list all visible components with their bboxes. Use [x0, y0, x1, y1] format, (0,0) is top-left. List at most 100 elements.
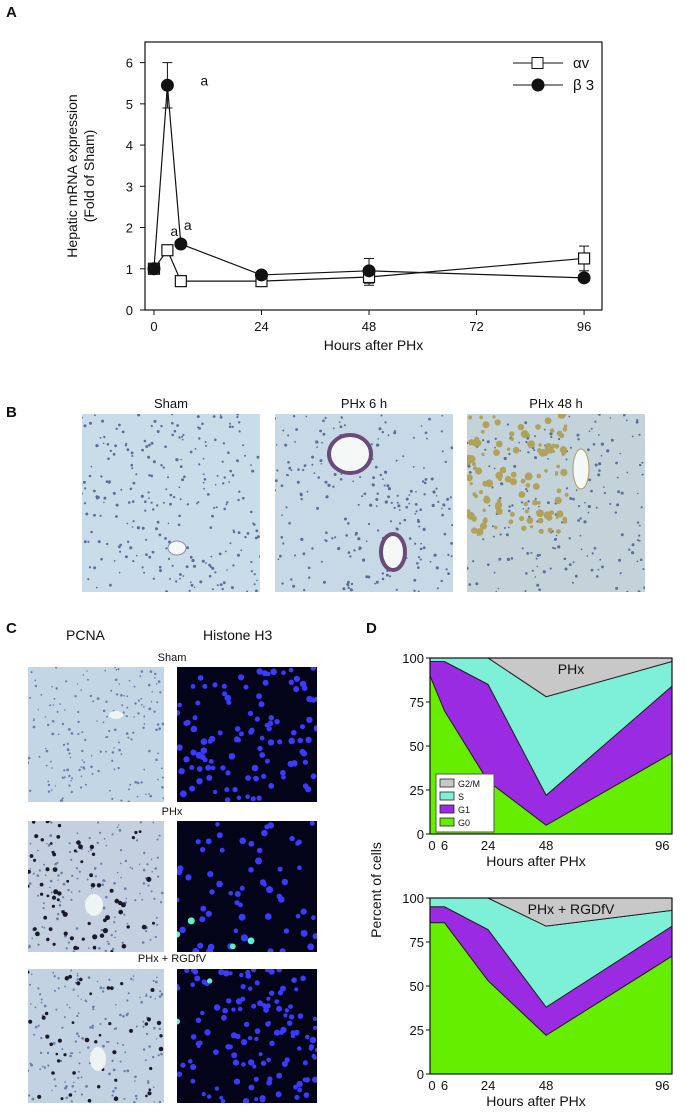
panel-a-xtick-label: 48: [362, 319, 376, 334]
cell-nucleus: [526, 552, 530, 555]
cell-nucleus: [414, 542, 417, 545]
cell-nucleus: [144, 1059, 147, 1062]
cell-nucleus: [150, 441, 154, 445]
cell-nucleus: [238, 421, 241, 424]
cell-nucleus: [70, 969, 73, 972]
cell-nucleus: [300, 929, 308, 937]
cell-nucleus: [421, 480, 425, 483]
cell-nucleus: [252, 1064, 257, 1069]
cell-nucleus: [85, 512, 89, 516]
cell-nucleus: [35, 931, 40, 937]
cell-nucleus: [53, 1078, 56, 1081]
cell-nucleus: [388, 575, 392, 578]
cell-nucleus: [64, 709, 66, 711]
panel-a-point-beta-3: [174, 237, 188, 251]
cell-nucleus: [376, 443, 380, 447]
panel-d-xlabel: Hours after PHx: [486, 853, 586, 869]
cell-nucleus: [228, 753, 236, 760]
cell-nucleus: [350, 582, 354, 586]
cell-nucleus: [225, 1044, 231, 1050]
cell-nucleus: [57, 912, 60, 916]
cell-nucleus: [146, 863, 149, 866]
cell-nucleus: [100, 557, 103, 561]
cell-nucleus: [113, 768, 116, 771]
cell-nucleus: [111, 751, 115, 754]
cell-nucleus: [554, 547, 557, 550]
cell-nucleus: [642, 568, 645, 571]
cell-nucleus: [38, 755, 41, 758]
cell-nucleus: [277, 990, 284, 996]
cell-nucleus: [238, 731, 244, 737]
cell-nucleus: [334, 536, 337, 539]
cell-nucleus: [641, 473, 644, 476]
cell-nucleus: [544, 417, 552, 425]
cell-nucleus: [111, 1094, 114, 1097]
cell-nucleus: [448, 507, 451, 511]
cell-nucleus: [258, 701, 265, 708]
cell-nucleus: [119, 543, 122, 547]
panel-d-title: PHx: [558, 661, 584, 677]
cell-nucleus: [201, 1092, 206, 1097]
cell-nucleus: [76, 974, 79, 977]
cell-nucleus: [240, 934, 248, 942]
cell-nucleus: [112, 452, 116, 456]
cell-nucleus: [192, 715, 198, 721]
cell-nucleus: [144, 500, 147, 503]
cell-nucleus: [423, 493, 426, 496]
cell-nucleus: [638, 539, 641, 542]
cell-nucleus: [441, 513, 444, 517]
panel-d-xtick-label: 48: [539, 1078, 553, 1093]
panel-a-ytick-label: 3: [126, 179, 133, 194]
cell-nucleus: [114, 1027, 118, 1030]
cell-nucleus: [140, 781, 143, 784]
panel-a-annotation-a: a: [184, 217, 192, 233]
cell-nucleus: [81, 749, 84, 753]
cell-nucleus: [34, 834, 39, 839]
cell-nucleus: [161, 891, 164, 895]
cell-nucleus: [70, 790, 73, 794]
cell-nucleus: [65, 947, 68, 950]
cell-nucleus: [113, 1096, 119, 1101]
cell-nucleus: [41, 1065, 44, 1068]
cell-nucleus: [561, 448, 567, 455]
cell-nucleus: [467, 475, 473, 482]
cell-nucleus: [109, 986, 114, 990]
cell-nucleus: [137, 414, 141, 417]
cell-nucleus: [159, 569, 162, 573]
cell-nucleus: [202, 481, 205, 484]
cell-nucleus: [148, 1045, 151, 1048]
cell-nucleus: [378, 427, 382, 431]
cell-nucleus: [34, 684, 38, 688]
cell-nucleus: [61, 776, 64, 779]
cell-nucleus: [89, 992, 93, 996]
cell-nucleus: [259, 752, 266, 758]
cell-nucleus: [214, 1086, 220, 1091]
cell-nucleus: [105, 750, 107, 753]
cell-nucleus: [68, 1006, 71, 1009]
cell-nucleus: [32, 821, 36, 824]
cell-nucleus: [424, 431, 428, 435]
cell-nucleus: [597, 568, 600, 571]
cell-nucleus: [46, 894, 50, 898]
cell-nucleus: [313, 1016, 317, 1021]
cell-nucleus: [274, 719, 280, 725]
cell-nucleus: [29, 696, 31, 699]
cell-nucleus: [97, 540, 101, 544]
cell-nucleus: [196, 766, 203, 772]
vessel-lumen: [90, 1047, 106, 1071]
cell-nucleus: [82, 674, 84, 676]
cell-nucleus: [43, 915, 48, 920]
cell-nucleus: [58, 904, 62, 907]
cell-nucleus: [214, 571, 217, 574]
cell-nucleus: [66, 748, 70, 752]
cell-nucleus: [181, 435, 183, 438]
cell-nucleus: [145, 553, 148, 556]
cell-nucleus: [28, 947, 29, 949]
cell-nucleus: [56, 861, 59, 864]
cell-nucleus: [57, 891, 62, 896]
cell-nucleus: [250, 464, 252, 466]
cell-nucleus: [155, 980, 158, 984]
cell-nucleus: [67, 888, 70, 892]
cell-nucleus: [212, 682, 218, 688]
cell-nucleus: [241, 1039, 248, 1046]
